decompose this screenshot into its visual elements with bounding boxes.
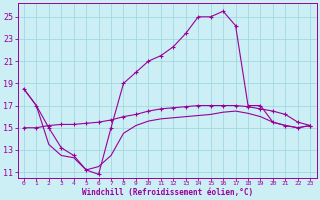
X-axis label: Windchill (Refroidissement éolien,°C): Windchill (Refroidissement éolien,°C)	[82, 188, 253, 197]
